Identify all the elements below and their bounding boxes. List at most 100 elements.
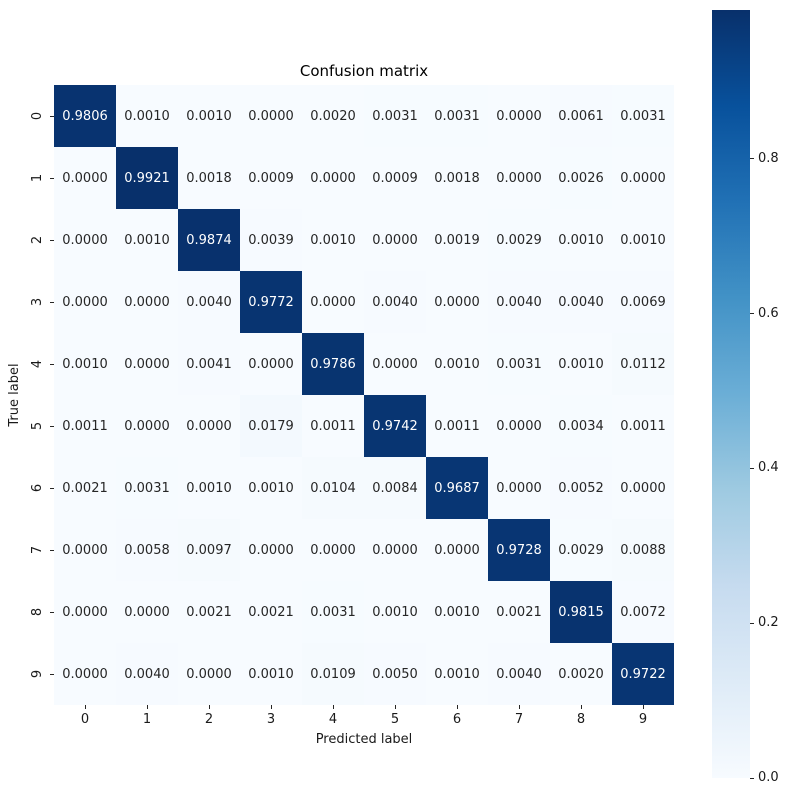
cell-value: 0.0072 — [620, 604, 666, 620]
cell-value: 0.0040 — [558, 294, 604, 310]
colorbar-tickmark — [750, 777, 754, 779]
heatmap-cell: 0.0031 — [116, 457, 178, 519]
cell-value: 0.0000 — [310, 542, 356, 558]
cell-value: 0.0000 — [372, 356, 418, 372]
colorbar-tickmark — [750, 467, 754, 469]
cell-value: 0.0011 — [310, 418, 356, 434]
heatmap-cell: 0.0031 — [426, 85, 488, 147]
y-tickmark — [50, 611, 54, 613]
cell-value: 0.0031 — [124, 480, 170, 496]
cell-value: 0.0000 — [62, 604, 108, 620]
heatmap-cell: 0.0010 — [116, 209, 178, 271]
heatmap-cell: 0.9728 — [488, 519, 550, 581]
cell-value: 0.0029 — [558, 542, 604, 558]
x-tickmark — [208, 705, 210, 709]
cell-value: 0.9815 — [558, 604, 604, 620]
cell-value: 0.0097 — [186, 542, 232, 558]
cell-value: 0.9728 — [496, 542, 542, 558]
cell-value: 0.0061 — [558, 108, 604, 124]
heatmap-cell: 0.0109 — [302, 643, 364, 705]
heatmap-cell: 0.0010 — [116, 85, 178, 147]
y-tickmark — [50, 115, 54, 117]
cell-value: 0.0000 — [62, 170, 108, 186]
cell-value: 0.0000 — [248, 356, 294, 372]
cell-value: 0.0000 — [372, 232, 418, 248]
heatmap-cell: 0.0000 — [54, 271, 116, 333]
cell-value: 0.0039 — [248, 232, 294, 248]
heatmap-cell: 0.0021 — [54, 457, 116, 519]
y-tick-label: 7 — [30, 545, 45, 555]
heatmap-cell: 0.9772 — [240, 271, 302, 333]
heatmap-cell: 0.0010 — [426, 643, 488, 705]
cell-value: 0.0000 — [310, 294, 356, 310]
y-tick-label: 4 — [30, 359, 45, 369]
heatmap-cell: 0.9921 — [116, 147, 178, 209]
cell-value: 0.9772 — [248, 294, 294, 310]
x-axis-label: Predicted label — [315, 732, 413, 747]
cell-value: 0.0050 — [372, 666, 418, 682]
heatmap-cell: 0.0050 — [364, 643, 426, 705]
heatmap-cell: 0.0000 — [116, 333, 178, 395]
y-tickmark — [50, 487, 54, 489]
cell-value: 0.0000 — [496, 480, 542, 496]
heatmap-cell: 0.0029 — [550, 519, 612, 581]
cell-value: 0.9806 — [62, 108, 108, 124]
heatmap-cell: 0.0000 — [178, 395, 240, 457]
heatmap-cell: 0.0000 — [364, 333, 426, 395]
heatmap-cell: 0.0026 — [550, 147, 612, 209]
heatmap-cell: 0.0072 — [612, 581, 674, 643]
cell-value: 0.0010 — [434, 666, 480, 682]
cell-value: 0.0029 — [496, 232, 542, 248]
y-tickmark — [50, 363, 54, 365]
cell-value: 0.0000 — [186, 418, 232, 434]
cell-value: 0.0040 — [496, 666, 542, 682]
heatmap-cell: 0.0041 — [178, 333, 240, 395]
heatmap-cell: 0.9874 — [178, 209, 240, 271]
heatmap-cell: 0.0018 — [178, 147, 240, 209]
cell-value: 0.9874 — [186, 232, 232, 248]
heatmap-cell: 0.0010 — [550, 209, 612, 271]
x-tickmark — [270, 705, 272, 709]
heatmap-cell: 0.0000 — [54, 581, 116, 643]
cell-value: 0.0000 — [186, 666, 232, 682]
cell-value: 0.0031 — [620, 108, 666, 124]
cell-value: 0.0040 — [496, 294, 542, 310]
cell-value: 0.0034 — [558, 418, 604, 434]
heatmap-cell: 0.0000 — [116, 581, 178, 643]
y-tick-label: 0 — [30, 111, 45, 121]
colorbar-tickmark — [750, 622, 754, 624]
x-tick-label: 2 — [204, 712, 214, 727]
heatmap-cell: 0.0009 — [240, 147, 302, 209]
cell-value: 0.0000 — [620, 170, 666, 186]
cell-value: 0.0000 — [62, 232, 108, 248]
heatmap-cell: 0.0011 — [54, 395, 116, 457]
cell-value: 0.9786 — [310, 356, 356, 372]
heatmap-cell: 0.0010 — [178, 85, 240, 147]
heatmap-cell: 0.0020 — [302, 85, 364, 147]
cell-value: 0.0021 — [248, 604, 294, 620]
cell-value: 0.0000 — [62, 294, 108, 310]
heatmap-cell: 0.9722 — [612, 643, 674, 705]
heatmap-cell: 0.0179 — [240, 395, 302, 457]
y-axis-label: True label — [7, 363, 22, 427]
cell-value: 0.0104 — [310, 480, 356, 496]
heatmap-cell: 0.0000 — [612, 147, 674, 209]
cell-value: 0.0026 — [558, 170, 604, 186]
colorbar-tick-label: 0.2 — [758, 615, 779, 631]
chart-title: Confusion matrix — [299, 62, 429, 80]
heatmap-cell: 0.0018 — [426, 147, 488, 209]
y-tickmark — [50, 177, 54, 179]
cell-value: 0.0010 — [558, 356, 604, 372]
heatmap-cell: 0.0029 — [488, 209, 550, 271]
cell-value: 0.0021 — [186, 604, 232, 620]
y-tick-label: 3 — [30, 297, 45, 307]
x-tickmark — [332, 705, 334, 709]
heatmap-cell: 0.0010 — [550, 333, 612, 395]
heatmap-cell: 0.0000 — [116, 395, 178, 457]
cell-value: 0.0000 — [248, 108, 294, 124]
cell-value: 0.0010 — [310, 232, 356, 248]
heatmap-cell: 0.0000 — [54, 147, 116, 209]
y-tick-label: 8 — [30, 607, 45, 617]
y-tick-label: 9 — [30, 669, 45, 679]
